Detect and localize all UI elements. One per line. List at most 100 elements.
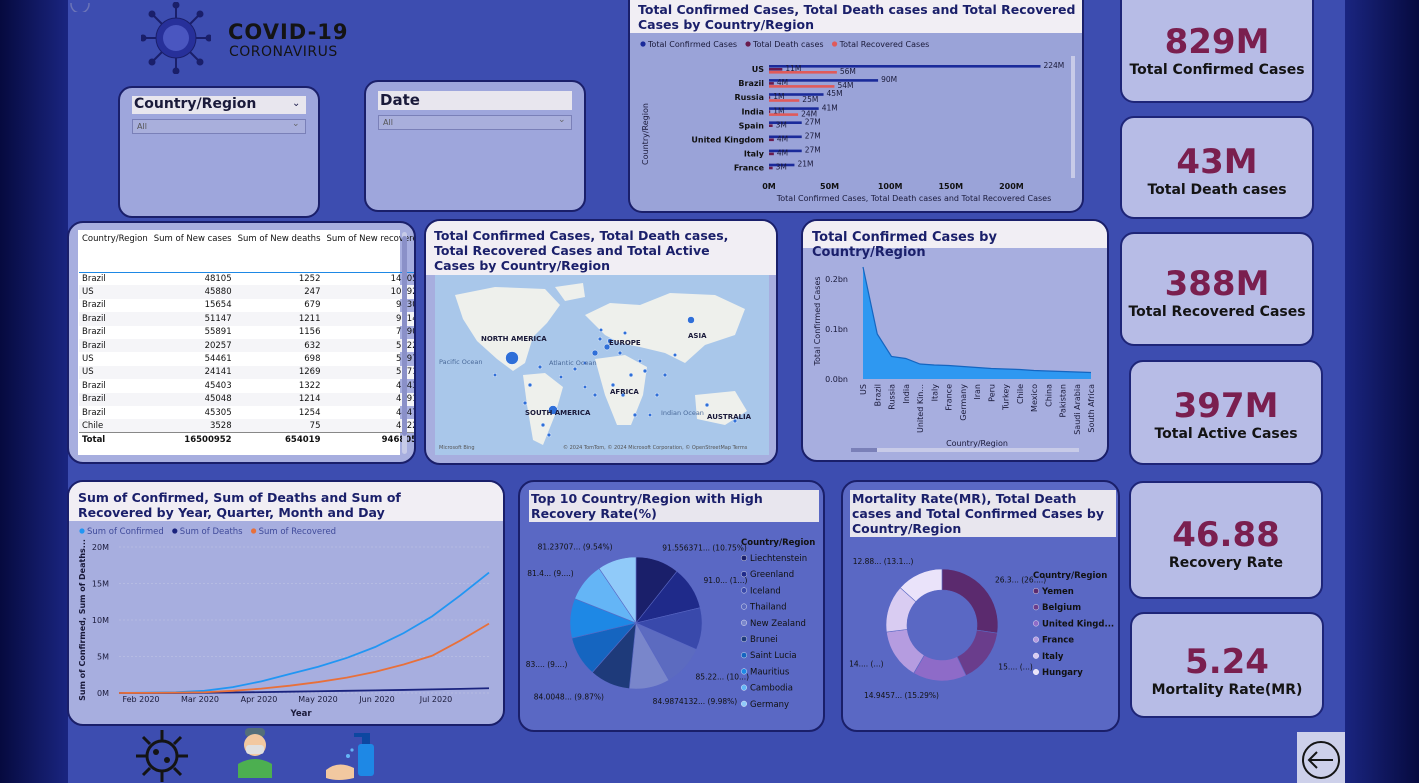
bar xyxy=(769,110,771,113)
category-label: US xyxy=(752,65,764,74)
country-slicer[interactable]: Country/Region ⌄ All ⌄ xyxy=(118,86,320,218)
table-cell: Brazil xyxy=(82,340,106,351)
bar xyxy=(769,121,802,124)
table-row[interactable]: Brazil20257632552282020July20 xyxy=(79,338,414,353)
kpi-label: Total Confirmed Cases xyxy=(1129,62,1305,78)
legend-label: France xyxy=(1042,636,1074,646)
legend-marker xyxy=(740,587,747,594)
back-button[interactable] xyxy=(1297,732,1345,783)
legend-marker xyxy=(831,41,838,47)
data-label: 91.0... (1...) xyxy=(703,576,747,585)
line-chart-card[interactable]: Sum of Confirmed, Sum of Deaths and Sum … xyxy=(67,480,505,726)
bar xyxy=(769,124,773,127)
map-card[interactable]: Total Confirmed Cases, Total Death cases… xyxy=(424,219,778,465)
donut-chart-card[interactable]: Mortality Rate(MR), Total Death cases an… xyxy=(841,480,1120,732)
table-header-cell[interactable]: Sum of New recovered xyxy=(323,232,414,273)
x-tick-label: 50M xyxy=(820,182,839,191)
kpi-value: 388M xyxy=(1164,264,1270,304)
table-row[interactable]: Brazil4810512521400502020July2 xyxy=(79,272,414,285)
legend-label: Total Recovered Cases xyxy=(839,40,930,49)
legend-label: Sum of Recovered xyxy=(259,527,336,537)
data-label: 85.22... (10...) xyxy=(696,672,750,681)
data-label: 54M xyxy=(837,81,853,90)
x-tick-label: China xyxy=(1044,384,1053,407)
date-dropdown[interactable]: All xyxy=(378,115,572,130)
kpi-label: Total Recovered Cases xyxy=(1128,304,1306,320)
table-cell: Brazil xyxy=(82,313,106,324)
date-slicer[interactable]: Date All ⌄ xyxy=(364,80,586,212)
table-cell: 48105 xyxy=(204,273,232,284)
back-button-top[interactable] xyxy=(69,0,91,12)
area-chart-card[interactable]: Total Confirmed Cases by Country/Region … xyxy=(801,219,1109,462)
table-cell: 55891 xyxy=(204,327,232,338)
map-attribution: © 2024 TomTom, © 2024 Microsoft Corporat… xyxy=(563,444,748,451)
legend-label: Mauritius xyxy=(750,667,790,677)
x-tick-label: 100M xyxy=(878,182,903,191)
world-map[interactable]: NORTH AMERICA EUROPE ASIA AFRICA SOUTH A… xyxy=(435,275,769,455)
x-tick-label: May 2020 xyxy=(298,695,337,704)
data-label: 15.... (...) xyxy=(998,663,1033,672)
table-cell: 45403 xyxy=(204,380,232,391)
x-tick-label: Jun 2020 xyxy=(358,695,394,704)
table-cell: 247 xyxy=(304,287,321,298)
table-row[interactable]: Brazil454031322474332020July16 xyxy=(79,379,414,392)
table-row[interactable]: Chile352875412272020June2 xyxy=(79,419,414,433)
map-label: ASIA xyxy=(688,332,707,340)
table-cell: Brazil xyxy=(82,380,106,391)
table-row[interactable]: US241411269517172020May22 xyxy=(79,365,414,380)
pie-chart-title: Top 10 Country/Region with High Recovery… xyxy=(529,490,819,522)
hand-sanitizer-icon xyxy=(326,733,374,780)
table-row[interactable]: US458802471039212020July4 xyxy=(79,285,414,299)
date-slicer-label: Date xyxy=(378,91,572,110)
bar xyxy=(769,152,774,156)
table-row[interactable]: Brazil511471211921452020July25 xyxy=(79,312,414,326)
x-tick-label: Italy xyxy=(930,384,939,402)
legend-marker xyxy=(172,528,178,534)
category-label: United Kingdom xyxy=(691,136,764,145)
data-label: 14.... (...) xyxy=(849,660,884,669)
legend-label: Total Confirmed Cases xyxy=(647,40,737,49)
x-tick-label: 150M xyxy=(938,182,963,191)
table-cell: 3528 xyxy=(209,420,232,431)
kpi-value: 5.24 xyxy=(1185,642,1269,682)
category-label: India xyxy=(741,107,764,116)
map-label: Pacific Ocean xyxy=(439,358,483,366)
bar xyxy=(769,96,771,99)
table-scrollbar[interactable] xyxy=(402,232,407,454)
table-cell: 1254 xyxy=(298,407,321,418)
app-subtitle: CORONAVIRUS xyxy=(229,44,338,60)
table-header-cell[interactable]: Sum of New cases xyxy=(150,232,235,273)
chevron-down-icon: ⌄ xyxy=(558,115,566,125)
pie-chart: 91.556371... (10.75%) 91.0... (1...) 85.22… xyxy=(526,538,816,710)
data-table-card[interactable]: Country/Region Sum of New cases Sum of New… xyxy=(67,221,416,464)
data-label: 90M xyxy=(881,75,897,84)
pie-slice xyxy=(899,568,943,603)
x-tick-label: Peru xyxy=(987,384,996,402)
table-row[interactable]: Brazil558911156729012020July24 xyxy=(79,326,414,339)
y-tick-label: 0.1bn xyxy=(825,325,848,334)
app-title: COVID-19 xyxy=(228,20,349,44)
country-dropdown[interactable]: All xyxy=(132,119,306,134)
x-tick-label: 200M xyxy=(999,182,1024,191)
pie-chart-card[interactable]: Top 10 Country/Region with High Recovery… xyxy=(518,480,825,732)
table-row[interactable]: Brazil15654679943052020June8 xyxy=(79,299,414,312)
bar-chart-card[interactable]: Total Confirmed Cases, Total Death cases… xyxy=(628,0,1084,213)
table-cell: 1211 xyxy=(298,313,321,324)
chevron-down-icon[interactable]: ⌄ xyxy=(292,98,301,109)
table-row[interactable]: Brazil450481214459142020July10 xyxy=(79,392,414,406)
category-label: Russia xyxy=(734,93,764,102)
table-row[interactable]: US54461698519762020July2 xyxy=(79,352,414,365)
table-header-cell[interactable]: Country/Region xyxy=(79,232,151,273)
chevron-down-icon: ⌄ xyxy=(292,119,300,129)
bar-chart: Total Confirmed Cases Total Death cases To… xyxy=(640,40,1075,203)
y-tick-label: 15M xyxy=(92,580,109,589)
legend-marker xyxy=(740,571,747,578)
table-header-cell[interactable]: Sum of New deaths xyxy=(234,232,324,273)
table-row[interactable]: Brazil453051254444702020July7 xyxy=(79,406,414,419)
table-cell: 45305 xyxy=(204,407,232,418)
legend-marker xyxy=(1032,587,1039,594)
series-line xyxy=(118,571,490,694)
legend-label: Liechtenstein xyxy=(750,554,807,564)
back-arrow-icon xyxy=(70,0,90,12)
